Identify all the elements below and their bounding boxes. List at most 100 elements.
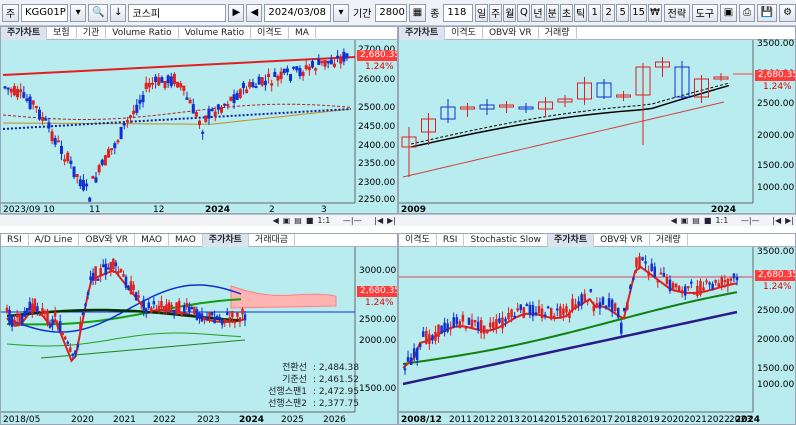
chart-pane-bottom-left[interactable]: RSI A/D Line OBV와 VR MAO MAO 주가차트 거래대금 3000.00… [0, 233, 398, 425]
candle-body [537, 306, 541, 314]
pane-tab[interactable]: Stochastic Slow [464, 234, 548, 247]
interval-button[interactable]: 15 [630, 3, 647, 22]
scroll-end-icon[interactable]: ▶| [785, 216, 794, 225]
zoom-out-icon[interactable]: ▤ [692, 216, 700, 225]
stop-icon[interactable]: ■ [703, 216, 712, 225]
pane-tab[interactable]: 거래량 [650, 234, 688, 247]
price-chart[interactable]: 3500.003000.002500.002000.001500.001000.… [399, 27, 796, 214]
pane-tab[interactable]: MAO [135, 234, 169, 247]
pane-tab[interactable]: A/D Line [29, 234, 80, 247]
chart-icon[interactable]: ▣ [719, 3, 738, 22]
candle-body [492, 321, 495, 329]
span-line [6, 332, 242, 347]
interval-button[interactable]: 2 [602, 3, 616, 22]
back-icon[interactable]: ◀ [246, 3, 263, 22]
y-tick-label: 2500.00 [757, 99, 794, 109]
scrollbar-top-left[interactable]: ◀ ▣ ▤ ■ 1:1 —|— |◀ ▶| [0, 214, 398, 226]
candle-body [79, 322, 82, 331]
candle-body [489, 322, 492, 328]
symbol-code-input[interactable]: KGG01P [21, 3, 69, 22]
pane-tab[interactable]: OBV와 VR [79, 234, 136, 247]
pane-tab[interactable]: 거래량 [539, 27, 577, 40]
zoom-out-icon[interactable]: ▤ [294, 216, 302, 225]
price-chart[interactable]: 2700.002600.002500.002450.002400.002350.… [1, 27, 398, 214]
pane-tab[interactable]: 주가차트 [399, 27, 446, 40]
scrollbar-top-right[interactable]: ◀ ▣ ▤ ■ 1:1 —|— |◀ ▶| [398, 214, 796, 226]
pane-tab[interactable]: 기관 [77, 27, 107, 40]
candle-body [81, 179, 85, 191]
pane-tab[interactable]: 주가차트 [1, 27, 48, 40]
interval-button[interactable]: 분 [545, 3, 559, 22]
scroll-start-icon[interactable]: |◀ [374, 216, 384, 225]
pane-tab[interactable]: Volume Ratio [106, 27, 179, 40]
price-chart[interactable]: 3500.003000.002500.002000.001500.001000.… [399, 234, 796, 425]
interval-button[interactable]: 5 [616, 3, 630, 22]
play-icon[interactable]: ▶ [228, 3, 245, 22]
interval-button[interactable]: 주 [489, 3, 503, 22]
interval-button[interactable]: 년 [531, 3, 545, 22]
candle-body [295, 66, 299, 71]
period-input[interactable]: 2800 [375, 3, 407, 22]
scroll-start-icon[interactable]: |◀ [772, 216, 782, 225]
tools-button[interactable]: 도구 [691, 3, 718, 22]
interval-button[interactable]: 초 [559, 3, 574, 22]
chart-pane-bottom-right[interactable]: 이격도 RSI Stochastic Slow 주가차트 OBV와 VR 거래량 3500… [398, 233, 796, 425]
zoom-in-icon[interactable]: ▣ [282, 216, 291, 225]
scroll-left-icon[interactable]: ◀ [670, 216, 677, 225]
moving-average [402, 101, 725, 178]
zoom-in-icon[interactable]: ▣ [680, 216, 689, 225]
print-icon[interactable]: ⎙ [739, 3, 756, 22]
search-icon[interactable]: 🔍 [88, 3, 109, 22]
x-tick-label: 2024 [205, 205, 230, 214]
period-dropdown[interactable]: ↓ [110, 3, 127, 22]
pane-tab[interactable]: OBV와 VR [594, 234, 650, 247]
scroll-left-icon[interactable]: ◀ [272, 216, 279, 225]
pane-tab[interactable]: 이격도 [399, 234, 437, 247]
pane-tab[interactable]: MAO [169, 234, 203, 247]
candle-body [201, 131, 205, 134]
candle-body [91, 175, 95, 179]
pane-tab[interactable]: MA [289, 27, 316, 40]
calendar-dropdown-icon[interactable]: ▾ [333, 3, 350, 22]
stop-icon[interactable]: ■ [305, 216, 314, 225]
save-icon[interactable]: 💾 [757, 3, 778, 22]
scroll-slider[interactable]: —|— [342, 216, 362, 225]
scroll-end-icon[interactable]: ▶| [387, 216, 396, 225]
candle-body [46, 310, 49, 325]
candle-body [56, 324, 59, 327]
pane-tab[interactable]: 이격도 [251, 27, 289, 40]
candle-body [708, 282, 711, 285]
candle-body [132, 110, 136, 115]
count-input[interactable]: 118 [443, 3, 473, 22]
date-field[interactable]: 2024/03/08 [264, 3, 332, 22]
settings-icon[interactable]: ⚙ [779, 3, 796, 22]
interval-button[interactable]: ₩ [647, 3, 662, 22]
ichimoku-chart[interactable]: 3000.00 2500.00 2000.00 1500.00 2018/05 2020 2… [1, 234, 398, 425]
pane-tab[interactable]: RSI [1, 234, 29, 247]
candle-body [110, 148, 114, 151]
pane-tab[interactable]: Volume Ratio [179, 27, 252, 40]
symbol-dropdown-icon[interactable]: ▾ [70, 3, 87, 22]
mode-button[interactable]: 주 [2, 3, 19, 22]
interval-button[interactable]: 월 [503, 3, 517, 22]
pane-tab[interactable]: 주가차트 [548, 234, 595, 247]
interval-button[interactable]: 틱 [574, 3, 588, 22]
pane-tab[interactable]: OBV와 VR [483, 27, 539, 40]
interval-button[interactable]: Q [517, 3, 531, 22]
pane-tab[interactable]: 주가차트 [202, 234, 249, 247]
interval-button[interactable]: 1 [588, 3, 602, 22]
grid-icon[interactable]: ▦ [408, 3, 427, 22]
strategy-button[interactable]: 전략 [663, 3, 690, 22]
pane-tab[interactable]: 이격도 [445, 27, 483, 40]
candle-body [267, 73, 271, 78]
pane-tab[interactable]: 거래대금 [249, 234, 296, 247]
scroll-slider[interactable]: —|— [740, 216, 760, 225]
candle-body [632, 277, 635, 280]
candle-body [48, 324, 52, 328]
interval-button[interactable]: 일 [474, 3, 489, 22]
pane-tab[interactable]: 보험 [47, 27, 77, 40]
candle-body [31, 100, 35, 105]
pane-tab[interactable]: RSI [437, 234, 465, 247]
